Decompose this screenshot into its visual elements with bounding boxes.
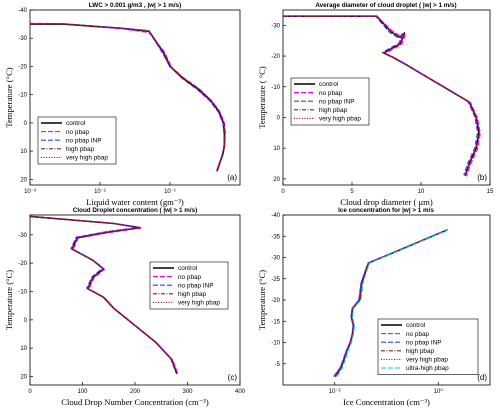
legend-label: very high pbap xyxy=(66,155,108,162)
legend-box xyxy=(377,318,479,375)
chart-title: Cloud Droplet concentration ( |w| > 1 m/… xyxy=(73,207,197,214)
legend-label: no pbap xyxy=(178,274,202,281)
y-tick-label: -40 xyxy=(271,213,280,219)
legend-label: control xyxy=(406,322,425,329)
y-tick-label: 0 xyxy=(24,121,28,127)
plot-frame xyxy=(282,9,491,186)
y-axis-label: Temperature ( °C) xyxy=(257,66,267,129)
y-tick-label: 0 xyxy=(277,115,281,121)
y-tick-label: -30 xyxy=(18,36,27,42)
chart-title: Ice concentration for |w| > 1 m/s xyxy=(338,207,434,214)
legend-label: no pbap INP xyxy=(319,98,355,105)
plot-frame xyxy=(29,9,241,186)
series-line-high-pbap xyxy=(334,229,448,377)
legend-label: very high pbap xyxy=(178,300,220,307)
y-tick-label: -10 xyxy=(271,341,280,347)
series-line-high-pbap xyxy=(30,23,226,172)
series-line-no-pbap-INP xyxy=(29,215,177,374)
series-line-no-pbap-INP xyxy=(283,15,479,176)
panel-tag: (a) xyxy=(227,173,237,182)
x-tick-label: 100 xyxy=(77,389,88,395)
panel-a: LWC > 0.001 g/m3 , |w| > 1 m/s) 10⁻³ 10⁻² 1… xyxy=(4,2,241,207)
y-tick-label: -10 xyxy=(271,85,280,91)
x-tick-label: 400 xyxy=(235,389,246,395)
y-tick-label: 10 xyxy=(273,146,280,152)
y-tick-label: 10 xyxy=(20,346,27,352)
x-tick-label: 10⁻² xyxy=(329,389,341,395)
y-tick-label: 20 xyxy=(20,177,27,183)
y-tick-label: -20 xyxy=(18,64,27,70)
y-tick-label: -10 xyxy=(18,290,27,296)
chart-title: LWC > 0.001 g/m3 , |w| > 1 m/s) xyxy=(89,2,181,9)
legend-label: no pbap INP xyxy=(178,282,214,289)
y-axis-label: Temperature (°C) xyxy=(4,67,14,127)
panel-tag: (c) xyxy=(228,373,238,382)
x-axis-label: Cloud Drop Number Concentration (cm⁻³) xyxy=(61,397,209,407)
y-axis-label: Temperature (°C) xyxy=(4,270,14,330)
legend-label: no pbap xyxy=(406,331,430,338)
y-tick-label: -30 xyxy=(18,233,27,239)
y-tick-label: -25 xyxy=(271,277,280,283)
legend-label: no pbap xyxy=(319,90,343,97)
panel-d: Ice concentration for |w| > 1 m/s 10⁻² 10⁰… xyxy=(257,207,491,407)
y-tick-label: -20 xyxy=(271,298,280,304)
y-tick-label: 20 xyxy=(20,375,27,381)
y-tick-label: -40 xyxy=(18,8,27,14)
x-tick-label: 10⁻¹ xyxy=(164,189,176,195)
y-tick-label: -20 xyxy=(271,54,280,60)
x-axis-label: Ice Concentration (cm⁻³) xyxy=(343,397,430,407)
x-tick-label: 10⁻³ xyxy=(24,189,36,195)
y-tick-label: -10 xyxy=(18,93,27,99)
legend-label: very high pbap xyxy=(406,357,448,364)
legend-label: no pbap xyxy=(66,129,90,136)
y-tick-label: 20 xyxy=(273,177,280,183)
y-tick-label: -35 xyxy=(271,234,280,240)
panel-b: Average diameter of cloud droplet ( |w| … xyxy=(257,2,494,207)
y-tick-label: -20 xyxy=(18,261,27,267)
series-line-high-pbap xyxy=(283,15,480,176)
legend-label: ultra-high pbap xyxy=(406,365,449,372)
series-line-no-pbap-INP xyxy=(30,23,225,171)
y-tick-label: 10 xyxy=(20,149,27,155)
panel-c: Cloud Droplet concentration ( |w| > 1 m/… xyxy=(4,207,246,407)
x-tick-label: 0 xyxy=(28,389,32,395)
legend-label: control xyxy=(178,265,197,272)
x-tick-label: 10⁰ xyxy=(434,388,444,395)
y-tick-label: -30 xyxy=(271,23,280,29)
y-tick-label: -30 xyxy=(271,256,280,262)
legend-label: no pbap INP xyxy=(66,137,102,144)
x-axis-label: Liquid water content (gm⁻³) xyxy=(86,197,184,207)
panel-tag: (d) xyxy=(477,373,487,382)
x-tick-label: 5 xyxy=(350,189,354,195)
legend-label: high pbap xyxy=(178,291,207,298)
x-tick-label: 10 xyxy=(418,189,425,195)
legend-label: control xyxy=(319,81,338,88)
x-axis-label: Cloud drop diameter ( μm) xyxy=(340,197,433,207)
panel-tag: (b) xyxy=(477,173,487,182)
legend-label: high pbap xyxy=(66,146,95,153)
x-tick-label: 15 xyxy=(487,189,494,195)
series-line-ultra-high-pbap xyxy=(336,229,449,377)
x-tick-label: 200 xyxy=(130,389,141,395)
x-tick-label: 10⁻² xyxy=(94,189,106,195)
legend-label: no pbap INP xyxy=(406,339,442,346)
y-tick-label: -5 xyxy=(275,362,281,368)
chart-title: Average diameter of cloud droplet ( |w| … xyxy=(315,2,456,9)
y-axis-label: Temperature (°C) xyxy=(257,270,267,330)
y-tick-label: -15 xyxy=(271,319,280,325)
x-tick-label: 300 xyxy=(182,389,193,395)
legend-label: very high pbap xyxy=(319,116,361,123)
legend-label: high pbap xyxy=(406,348,435,355)
legend-label: high pbap xyxy=(319,107,348,114)
legend-label: control xyxy=(66,120,85,127)
x-tick-label: 0 xyxy=(281,189,285,195)
y-tick-label: 0 xyxy=(24,318,28,324)
